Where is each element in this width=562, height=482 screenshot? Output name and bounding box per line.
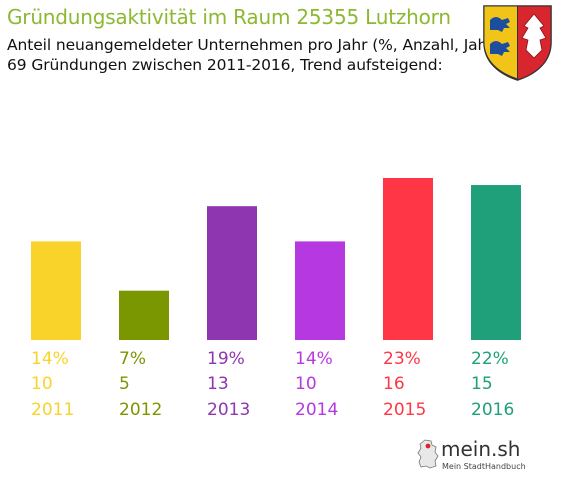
year-label-2014: 2014 xyxy=(295,400,338,420)
bar-2012 xyxy=(119,290,169,340)
percent-label-2016: 22% xyxy=(471,349,509,369)
count-label-2015: 16 xyxy=(383,374,405,394)
percent-label-2015: 23% xyxy=(383,349,421,369)
chart-subtitle-share: Anteil neuangemeldeter Unternehmen pro J… xyxy=(7,36,500,54)
year-label-2012: 2012 xyxy=(119,400,162,420)
coat-of-arms-icon xyxy=(483,5,552,81)
year-label-2016: 2016 xyxy=(471,400,514,420)
percent-label-2013: 19% xyxy=(207,349,245,369)
count-label-2011: 10 xyxy=(31,374,53,394)
percent-label-2011: 14% xyxy=(31,349,69,369)
year-label-2011: 2011 xyxy=(31,400,74,420)
mein-sh-logo: mein.sh Mein StadtHandbuch xyxy=(417,436,529,476)
year-label-2015: 2015 xyxy=(383,400,426,420)
percent-label-2014: 14% xyxy=(295,349,333,369)
count-label-2014: 10 xyxy=(295,374,317,394)
logo-subtext: Mein StadtHandbuch xyxy=(442,462,526,471)
chart-subtitle-summary: 69 Gründungen zwischen 2011-2016, Trend … xyxy=(7,56,443,74)
bar-2014 xyxy=(295,241,345,340)
percent-label-2012: 7% xyxy=(119,349,146,369)
count-label-2013: 13 xyxy=(207,374,229,394)
bar-2016 xyxy=(471,185,521,340)
page-title: Gründungsaktivität im Raum 25355 Lutzhor… xyxy=(7,5,451,29)
bar-2011 xyxy=(31,241,81,340)
count-label-2012: 5 xyxy=(119,374,130,394)
bar-2013 xyxy=(207,206,257,340)
count-label-2016: 15 xyxy=(471,374,493,394)
germany-map-icon xyxy=(417,439,439,469)
logo-text: mein.sh xyxy=(441,437,521,461)
bar-2015 xyxy=(383,178,433,340)
year-label-2013: 2013 xyxy=(207,400,250,420)
